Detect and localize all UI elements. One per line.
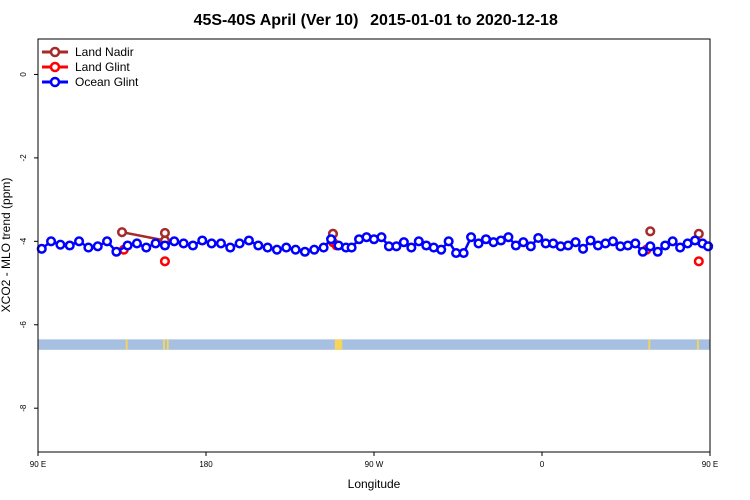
chart-title-right: 2015-01-01 to 2020-12-18 [370, 12, 558, 29]
series-ocean-glint-point-75 [652, 246, 663, 257]
series-ocean-glint-point-28 [299, 246, 310, 257]
series-ocean-glint-point-29 [309, 244, 320, 255]
series-ocean-glint-point-51 [473, 238, 484, 249]
y-tick-label-1: -2 [19, 154, 28, 162]
x-tick-label-1: 180 [199, 460, 213, 469]
series-land-glint-point-1 [159, 256, 170, 267]
series-ocean-glint-point-42 [406, 242, 417, 253]
series-ocean-glint-point-8 [111, 246, 122, 257]
series-ocean-glint-point-41 [398, 237, 409, 248]
series-ocean-glint-point-46 [436, 244, 447, 255]
series-ocean-glint-point-38 [376, 232, 387, 243]
series-ocean-glint-point-23 [253, 240, 264, 251]
series-ocean-glint-point-22 [243, 235, 254, 246]
surface-band-land-0 [125, 339, 128, 350]
x-axis-label: Longitude [348, 477, 401, 491]
series-ocean-glint-point-78 [675, 242, 686, 253]
series-ocean-glint-point-9 [122, 240, 133, 251]
series-land-glint-point-5 [693, 256, 704, 267]
series-ocean-glint-point-65 [578, 243, 589, 254]
series-ocean-glint-point-77 [667, 236, 678, 247]
series-ocean-glint-point-7 [102, 236, 113, 247]
legend: Land Nadir Land Glint Ocean Glint [42, 45, 139, 89]
legend-ocean-glint-label: Ocean Glint [75, 75, 139, 89]
series-land-nadir-point-2 [159, 227, 170, 239]
y-tick-label-2: -4 [19, 237, 28, 245]
series-ocean-glint-point-59 [533, 232, 544, 244]
series-ocean-glint-point-72 [630, 238, 641, 249]
series-ocean-glint-point-3 [64, 240, 75, 251]
series-ocean-glint-point-55 [503, 232, 514, 243]
series-land-nadir-point-0 [116, 227, 128, 238]
series-ocean-glint-point-27 [290, 244, 301, 255]
series-ocean-glint-point-2 [55, 239, 66, 250]
series-ocean-glint-point-10 [131, 238, 142, 249]
series-ocean-glint-point-6 [92, 241, 103, 252]
legend-ocean-glint-marker [49, 76, 61, 88]
series-ocean-glint-point-18 [206, 238, 217, 249]
y-tick-label-4: -8 [19, 404, 28, 412]
series-ocean-glint-point-82 [703, 241, 714, 252]
series-ocean-glint-point-11 [141, 242, 152, 253]
series-ocean-glint-point-14 [169, 236, 180, 247]
series-ocean-glint-point-66 [585, 235, 596, 246]
series-ocean-glint-point-49 [458, 247, 469, 259]
x-tick-label-2: 90 W [365, 460, 384, 469]
legend-land-nadir-marker [49, 46, 61, 58]
surface-band-land-4 [648, 339, 651, 350]
chart-title-left: 45S-40S April (Ver 10) [194, 12, 359, 29]
series-ocean-glint-point-76 [660, 240, 671, 251]
series-ocean-glint-point-43 [413, 236, 424, 247]
series-ocean-glint-point-24 [262, 242, 273, 253]
series-ocean-glint-point-26 [281, 242, 292, 253]
surface-band-ocean [38, 339, 710, 350]
y-axis-label: XCO2 - MLO trend (ppm) [0, 178, 13, 313]
series-land-nadir-point-5 [645, 226, 656, 237]
legend-land-glint-marker [49, 61, 61, 73]
series-ocean-glint-point-15 [178, 238, 189, 249]
series-ocean-glint-point-47 [443, 236, 454, 247]
x-tick-label-0: 90 E [30, 460, 46, 469]
series-ocean-glint-point-57 [518, 237, 529, 248]
surface-band-land-2 [166, 339, 169, 350]
series-ocean-glint-point-16 [187, 240, 198, 251]
series-ocean-glint-point-73 [637, 246, 648, 257]
series-ocean-glint-point-31 [326, 234, 337, 245]
plot-frame [37, 38, 711, 453]
series-land-nadir-line [121, 230, 166, 242]
series-ocean-glint-point-74 [645, 241, 656, 252]
legend-land-nadir-label: Land Nadir [75, 45, 134, 59]
series-ocean-glint-point-50 [466, 232, 477, 243]
series-ocean-glint-point-40 [391, 241, 402, 252]
series-ocean-glint-point-30 [318, 242, 329, 253]
series-ocean-glint-point-20 [225, 242, 236, 253]
x-tick-label-3: 0 [540, 460, 545, 469]
plot-area [36, 226, 714, 350]
series-ocean-glint-point-5 [83, 242, 94, 253]
series-ocean-glint-point-1 [46, 236, 57, 247]
y-tick-label-0: 0 [19, 72, 28, 77]
legend-land-glint-label: Land Glint [75, 60, 130, 74]
series-ocean-glint-point-58 [525, 241, 536, 252]
y-tick-label-3: -6 [19, 321, 28, 329]
series-ocean-glint-point-64 [570, 237, 581, 248]
series-ocean-glint-point-4 [74, 236, 85, 247]
series-ocean-glint-point-17 [197, 235, 208, 246]
series-ocean-glint-point-21 [234, 238, 245, 249]
surface-band-land-1 [163, 339, 165, 350]
x-tick-label-4: 90 E [702, 460, 718, 469]
series-ocean-glint-point-25 [271, 244, 282, 255]
surface-band-land-5 [696, 339, 699, 350]
series-ocean-glint-point-13 [159, 240, 170, 251]
series-ocean-glint-point-34 [346, 242, 357, 253]
surface-band-land-3 [334, 339, 343, 350]
series-ocean-glint-point-19 [215, 238, 226, 249]
series-ocean-glint-point-12 [150, 238, 161, 249]
series-ocean-glint-point-69 [607, 236, 618, 247]
axes: 0 -2 -4 -6 -8 90 E 180 90 W 0 90 E [19, 72, 718, 469]
series-ocean-glint-point-0 [36, 243, 47, 254]
